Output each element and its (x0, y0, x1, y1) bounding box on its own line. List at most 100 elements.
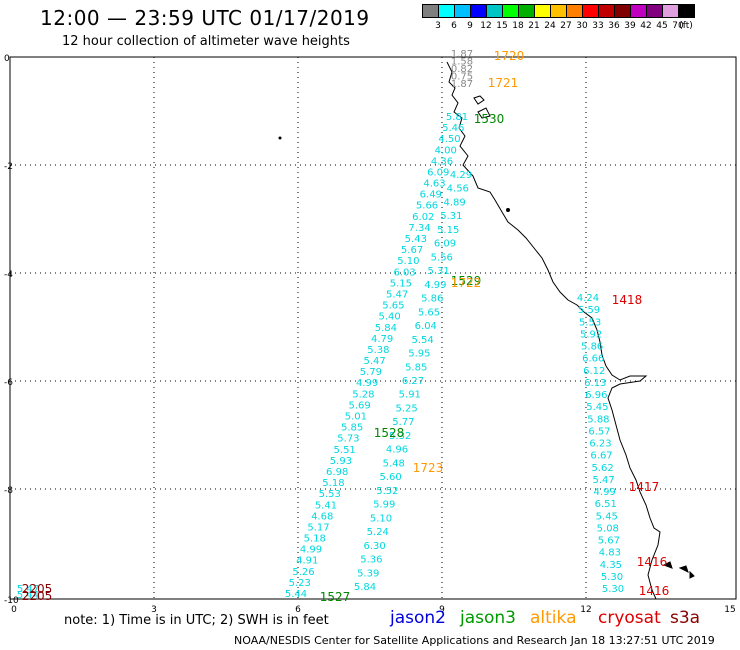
altimeter-tracks: 5.815.464.504.004.366.094.636.495.666.02… (17, 49, 624, 601)
x-tick-label: 6 (295, 605, 301, 615)
x-tick-label: 0 (11, 605, 17, 615)
colorbar-label: 27 (560, 21, 572, 31)
wave-height-label: 5.30 (602, 584, 624, 595)
wave-height-label: 5.24 (367, 527, 389, 538)
wave-height-label: 0.82 (451, 64, 473, 75)
wave-height-label: 5.99 (373, 500, 395, 511)
wave-height-label: 5.31 (440, 211, 462, 222)
y-tick-label: -6 (4, 378, 13, 388)
wave-height-label: 6.57 (588, 426, 610, 437)
axis-labels: 0 3 6 9 12 15 0 -2 -4 -6 -8 -10 (4, 54, 736, 615)
map-title: 12:00 — 23:59 UTC 01/17/2019 (40, 6, 370, 30)
wave-height-label: 5.23 (289, 578, 311, 589)
wave-height-label: 5.39 (357, 568, 379, 579)
wave-height-label: 5.47 (592, 475, 614, 486)
legend-item-cryosat: cryosat (598, 608, 661, 628)
wave-height-label: 5.41 (315, 500, 337, 511)
island (689, 570, 695, 579)
island (678, 565, 689, 573)
wave-height-label: 5.77 (392, 417, 414, 428)
wave-height-label: 4.36 (431, 156, 453, 167)
wave-height-label: 4.91 (296, 556, 318, 567)
time-label: 1723 (413, 461, 444, 475)
y-tick-label: -4 (4, 270, 13, 280)
legend-item-altika: altika (530, 608, 577, 628)
time-label: 1528 (374, 426, 405, 440)
wave-height-label: 6.02 (412, 212, 434, 223)
x-tick-label: 9 (439, 605, 445, 615)
island (477, 107, 491, 119)
wave-height-label: 5.53 (579, 317, 601, 328)
y-tick-label: 0 (4, 54, 10, 64)
wave-height-label: 4.24 (577, 293, 599, 304)
wave-height-label: 5.38 (367, 345, 389, 356)
wave-height-label: 5.93 (330, 456, 352, 467)
time-label: 2205 (22, 582, 53, 596)
wave-height-label: 5.46 (442, 123, 464, 134)
wave-height-label: 5.43 (405, 234, 427, 245)
colorbar-label: 3 (435, 21, 441, 31)
wave-height-label: 5.84 (354, 582, 376, 593)
wave-height-label: 5.47 (363, 356, 385, 367)
wave-height-label: 5.17 (307, 522, 329, 533)
colorbar-label: 21 (528, 21, 540, 31)
wave-height-label: 5.91 (399, 390, 421, 401)
wave-height-label: 4.99 (424, 280, 446, 291)
wave-height-label: 5.66 (416, 201, 438, 212)
legend-item-s3a: s3a (670, 608, 701, 628)
grid-lines (10, 57, 736, 599)
wave-height-label: 5.15 (390, 278, 412, 289)
wave-height-label: 6.67 (590, 451, 612, 462)
wave-height-label: 5.67 (598, 536, 620, 547)
wave-height-label: 4.68 (311, 511, 333, 522)
wave-height-label: 5.01 (345, 412, 367, 423)
wave-height-label: 5.45 (596, 511, 618, 522)
wave-height-label: 6.98 (326, 467, 348, 478)
wave-height-label: 5.79 (360, 367, 382, 378)
wave-height-label: 5.44 (285, 589, 307, 600)
wave-height-label: 6.30 (363, 541, 385, 552)
island (473, 95, 485, 105)
colorbar-label: 45 (656, 21, 668, 31)
wave-height-label: 5.26 (292, 567, 314, 578)
wave-height-label: 4.56 (447, 184, 469, 195)
colorbar-label: 30 (576, 21, 588, 31)
wave-height-label: 4.96 (386, 445, 408, 456)
wave-height-label: 4.50 (438, 134, 460, 145)
wave-height-label: 5.86 (581, 342, 603, 353)
wave-height-label: 5.32 (389, 431, 411, 442)
wave-height-label: 6.09 (434, 239, 456, 250)
y-tick-label: -10 (4, 596, 19, 606)
time-label: 1721 (488, 76, 519, 90)
wave-height-label: 4.99 (594, 487, 616, 498)
wave-height-label: 5.85 (405, 362, 427, 373)
wave-height-label: 5.18 (322, 478, 344, 489)
time-label: 2205 (22, 589, 53, 603)
wave-height-label: 6.13 (584, 378, 606, 389)
island (278, 136, 282, 140)
wave-height-label: 4.89 (443, 197, 465, 208)
wave-height-label: 5.47 (17, 584, 39, 595)
wave-height-label: 5.86 (421, 294, 443, 305)
wave-height-label: 5.60 (379, 472, 401, 483)
wave-height-label: 5.56 (431, 252, 453, 263)
wave-height-label: 4.99 (356, 378, 378, 389)
wave-height-label: 5.51 (334, 445, 356, 456)
wave-height-label: 6.09 (427, 167, 449, 178)
wave-height-label: 5.53 (319, 489, 341, 500)
colorbar-label: 24 (544, 21, 556, 31)
colorbar-label: 42 (640, 21, 652, 31)
x-tick-label: 3 (151, 605, 157, 615)
wave-height-label: 5.31 (427, 266, 449, 277)
wave-height-label: 5.10 (370, 513, 392, 524)
coastline (446, 61, 661, 600)
wave-height-label: 5.28 (352, 389, 374, 400)
x-tick-label: 12 (580, 605, 591, 615)
colorbar-label: 33 (592, 21, 604, 31)
wave-height-label: 5.95 (408, 349, 430, 360)
time-label: 1417 (629, 480, 660, 494)
time-label: 1418 (612, 293, 643, 307)
wave-height-label: 5.88 (587, 414, 609, 425)
